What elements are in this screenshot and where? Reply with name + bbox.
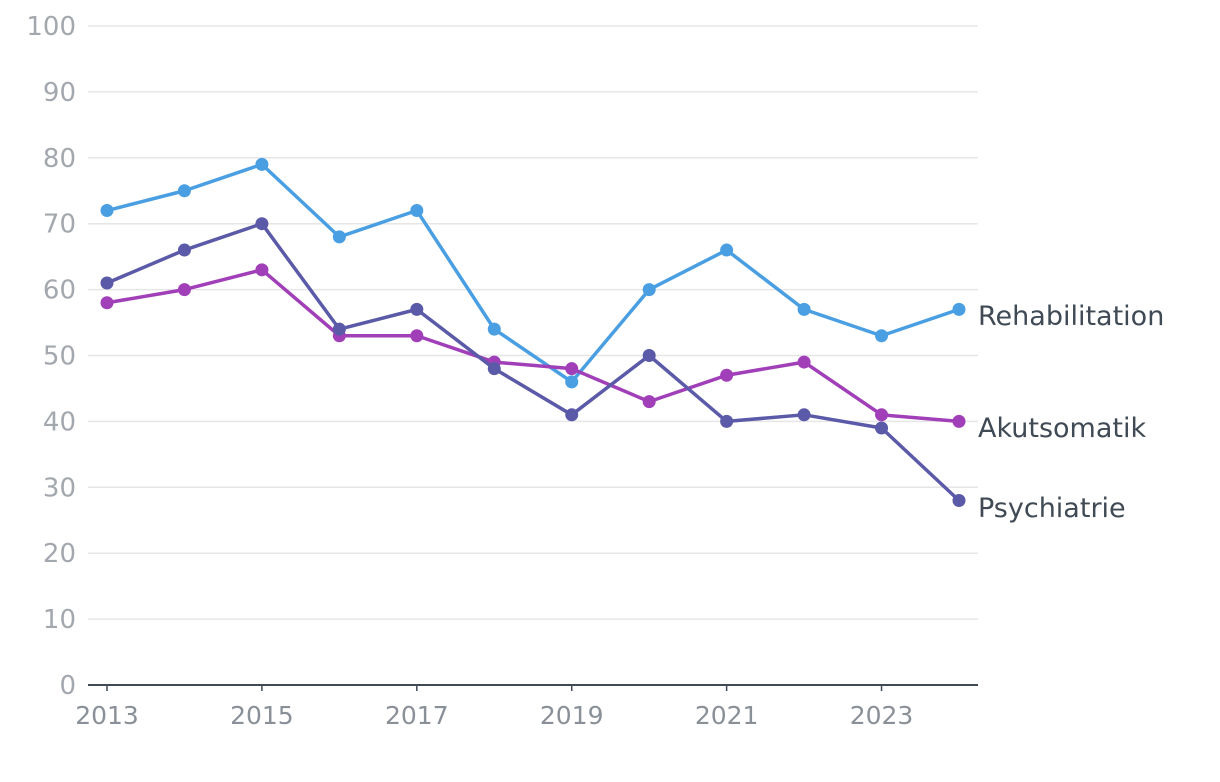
point-psychiatrie (487, 362, 501, 376)
series-labels: Rehabilitation Akutsomatik Psychiatrie (978, 301, 1164, 524)
point-akutsomatik (642, 395, 656, 409)
x-tick-label: 2023 (850, 701, 914, 730)
y-tick-label: 100 (26, 12, 76, 42)
point-psychiatrie (642, 349, 656, 362)
point-akutsomatik (565, 362, 579, 376)
point-psychiatrie (720, 414, 734, 428)
line-akutsomatik (105, 268, 961, 424)
point-akutsomatik (720, 368, 734, 382)
y-tick-label: 90 (43, 78, 76, 108)
point-rehabilitation (875, 329, 889, 343)
y-tick-label: 40 (43, 407, 76, 437)
point-akutsomatik (875, 408, 889, 422)
point-rehabilitation (797, 302, 811, 316)
series-label-rehabilitation: Rehabilitation (978, 301, 1164, 332)
point-psychiatrie (255, 217, 269, 231)
line-rehabilitation (105, 162, 961, 384)
series-group (100, 157, 966, 507)
y-tick-label: 0 (59, 671, 76, 701)
point-rehabilitation (565, 375, 579, 389)
point-akutsomatik (100, 296, 114, 310)
series-rehabilitation (100, 157, 966, 389)
point-rehabilitation (952, 302, 966, 316)
x-tick-label: 2021 (695, 701, 759, 730)
point-rehabilitation (100, 204, 114, 218)
y-axis-ticks: 0 10 20 30 40 50 60 70 80 90 100 (26, 12, 76, 701)
y-tick-label: 80 (43, 144, 76, 174)
point-rehabilitation (177, 184, 191, 198)
y-tick-label: 20 (43, 539, 76, 569)
point-akutsomatik (797, 355, 811, 369)
point-akutsomatik (952, 414, 966, 428)
point-rehabilitation (255, 157, 269, 171)
x-tick-label: 2019 (540, 701, 604, 730)
x-tick-label: 2013 (75, 701, 139, 730)
series-label-akutsomatik: Akutsomatik (978, 413, 1146, 444)
x-tick-label: 2017 (385, 701, 449, 730)
y-tick-label: 30 (43, 473, 76, 503)
point-psychiatrie (952, 493, 966, 507)
y-tick-label: 70 (43, 210, 76, 240)
line-psychiatrie (105, 221, 961, 503)
point-rehabilitation (410, 204, 424, 218)
point-rehabilitation (487, 322, 501, 336)
point-rehabilitation (720, 243, 734, 257)
point-psychiatrie (797, 408, 811, 422)
y-tick-label: 50 (43, 342, 76, 372)
series-label-psychiatrie: Psychiatrie (978, 493, 1126, 524)
x-axis-ticks: 2013 2015 2017 2019 2021 2023 (75, 685, 913, 730)
point-akutsomatik (410, 329, 424, 343)
point-akutsomatik (177, 283, 191, 297)
series-psychiatrie (100, 217, 966, 507)
series-akutsomatik (100, 263, 966, 428)
y-tick-label: 60 (43, 276, 76, 306)
point-psychiatrie (332, 322, 346, 336)
y-tick-label: 10 (43, 605, 76, 635)
point-psychiatrie (875, 421, 889, 435)
point-psychiatrie (410, 302, 424, 316)
point-psychiatrie (565, 408, 579, 422)
point-psychiatrie (177, 243, 191, 257)
x-tick-label: 2015 (230, 701, 294, 730)
point-rehabilitation (332, 230, 346, 244)
point-rehabilitation (642, 283, 656, 297)
point-psychiatrie (100, 276, 114, 290)
point-akutsomatik (255, 263, 269, 277)
